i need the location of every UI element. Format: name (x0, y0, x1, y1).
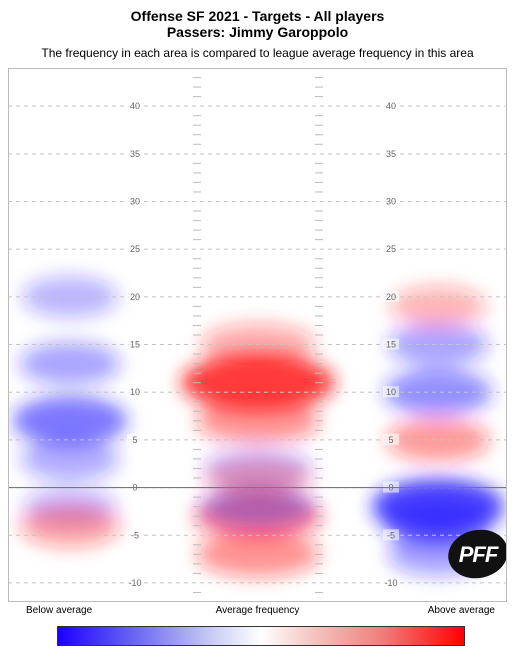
tick-label-bg (127, 338, 143, 350)
heat-cell-middle (196, 398, 320, 444)
field-border (8, 68, 507, 602)
heat-cell-middle (203, 458, 313, 499)
pff-logo: PFF (448, 529, 507, 579)
tick-label-bg (127, 529, 143, 541)
average-frequency-label: Average frequency (215, 605, 300, 616)
below-average-label: Below average (26, 605, 93, 616)
tick-label-bg (383, 243, 399, 255)
tick-label-bg (127, 576, 143, 588)
yard-tick-label: 40 (386, 101, 396, 111)
tick-label-bg (127, 386, 143, 398)
chart-title: Offense SF 2021 - Targets - All players (130, 8, 385, 24)
chart-description: The frequency in each area is compared t… (41, 46, 474, 60)
passer-line: Passers: Jimmy Garoppolo (166, 24, 349, 40)
yard-tick-label: 20 (130, 292, 140, 302)
heat-cell-middle (181, 354, 335, 411)
tick-label-bg (383, 195, 399, 207)
heat-cell-left (22, 276, 118, 318)
color-scale-bar (57, 626, 465, 646)
tick-label-bg (127, 243, 143, 255)
yard-tick-label: 25 (386, 244, 396, 254)
heat-cell-left (12, 396, 128, 446)
tick-label-bg (383, 147, 399, 159)
tick-label-bg (383, 100, 399, 112)
yard-tick-label: 15 (130, 340, 140, 350)
above-average-label: Above average (427, 605, 495, 616)
heat-cell-right (390, 285, 486, 327)
tick-label-bg (383, 433, 399, 445)
yard-tick-label: -10 (128, 578, 141, 588)
heat-cell-right (386, 417, 490, 462)
yard-tick-label: 10 (386, 387, 396, 397)
yard-tick-label: 15 (386, 340, 396, 350)
yard-tick-label: 25 (130, 244, 140, 254)
heat-cell-left (19, 342, 121, 386)
tick-label-bg (127, 195, 143, 207)
yard-tick-label: 10 (130, 387, 140, 397)
tick-label-bg (383, 529, 399, 541)
yard-tick-label: 30 (386, 197, 396, 207)
yard-tick-label: 35 (386, 149, 396, 159)
yard-tick-label: -10 (384, 578, 397, 588)
yard-tick-label: 40 (130, 101, 140, 111)
yard-tick-label: -5 (131, 530, 139, 540)
tick-label-bg (383, 338, 399, 350)
tick-label-bg (383, 386, 399, 398)
yard-tick-label: 5 (388, 435, 393, 445)
heat-cell-right (384, 369, 492, 416)
heat-cell-middle (200, 485, 316, 528)
heat-cell-left (19, 504, 121, 548)
yard-tick-label: -5 (387, 530, 395, 540)
yard-tick-label: 30 (130, 197, 140, 207)
heat-cell-middle (196, 531, 320, 577)
tick-label-bg (383, 576, 399, 588)
yard-tick-label: 5 (132, 435, 137, 445)
tick-label-bg (127, 100, 143, 112)
yard-tick-label: 20 (386, 292, 396, 302)
yard-tick-label: 35 (130, 149, 140, 159)
pff-logo-text: PFF (459, 542, 499, 567)
tick-label-bg (127, 147, 143, 159)
tick-label-bg (383, 290, 399, 302)
tick-label-bg (127, 433, 143, 445)
tick-label-bg (127, 290, 143, 302)
heat-cell-right (387, 323, 489, 367)
heat-cell-left (20, 437, 120, 480)
